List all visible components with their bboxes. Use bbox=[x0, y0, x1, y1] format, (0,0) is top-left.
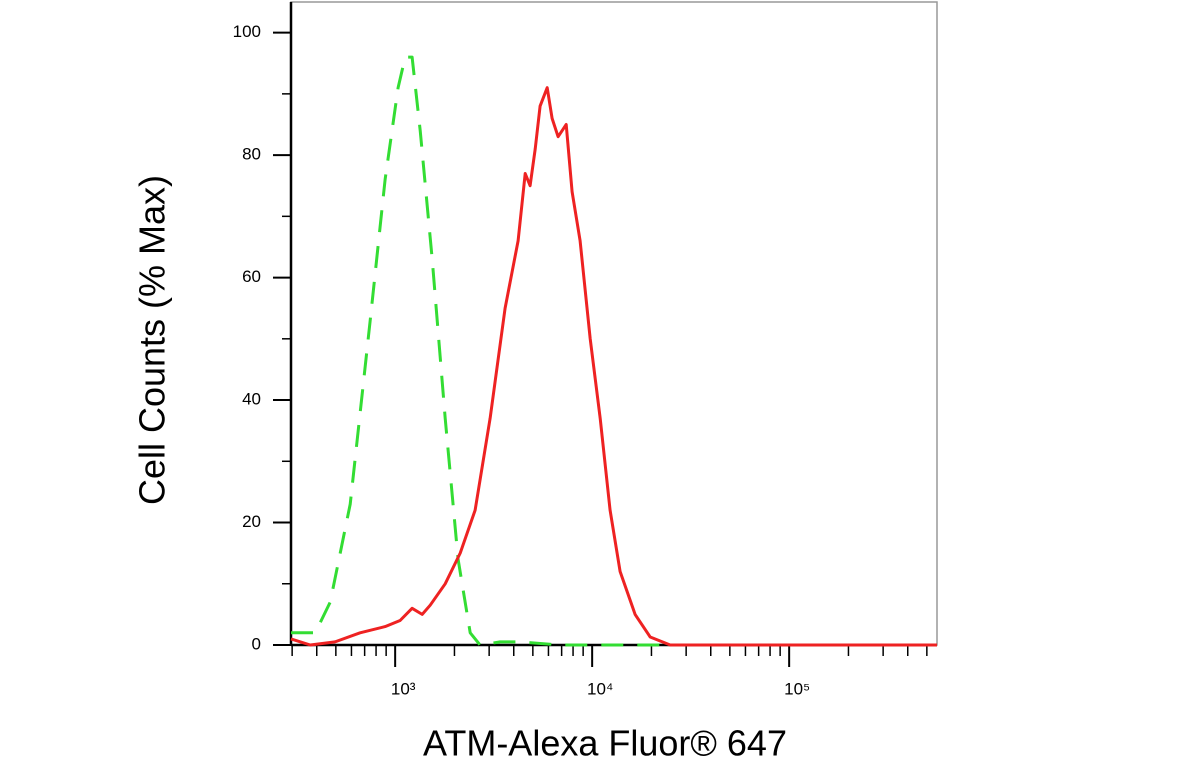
x-tick-label: 10⁴ bbox=[587, 679, 613, 698]
y-axis-label: Cell Counts (% Max) bbox=[132, 175, 173, 505]
histogram-line bbox=[290, 86, 937, 647]
y-tick-label: 0 bbox=[252, 634, 261, 653]
x-tick-label: 10³ bbox=[391, 679, 416, 698]
y-tick-label: 20 bbox=[242, 512, 261, 531]
y-tick-label: 100 bbox=[233, 22, 261, 41]
x-tick-label: 10⁵ bbox=[784, 679, 810, 698]
histogram-line bbox=[291, 55, 937, 647]
x-axis-label: ATM-Alexa Fluor® 647 bbox=[423, 723, 787, 764]
y-tick-label: 60 bbox=[242, 267, 261, 286]
y-tick-label: 40 bbox=[242, 390, 261, 409]
y-tick-label: 80 bbox=[242, 145, 261, 164]
